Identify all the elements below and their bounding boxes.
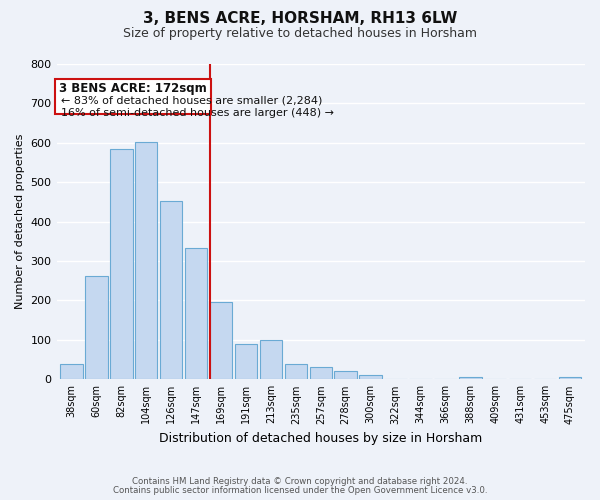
Text: ← 83% of detached houses are smaller (2,284): ← 83% of detached houses are smaller (2,…	[61, 96, 323, 106]
Bar	[235, 344, 257, 380]
Bar	[334, 372, 357, 380]
Bar	[110, 148, 133, 380]
Text: 3, BENS ACRE, HORSHAM, RH13 6LW: 3, BENS ACRE, HORSHAM, RH13 6LW	[143, 11, 457, 26]
Bar	[185, 248, 208, 380]
Bar	[459, 378, 482, 380]
Bar	[260, 340, 282, 380]
Y-axis label: Number of detached properties: Number of detached properties	[15, 134, 25, 310]
Text: 3 BENS ACRE: 172sqm: 3 BENS ACRE: 172sqm	[59, 82, 207, 95]
Text: Contains public sector information licensed under the Open Government Licence v3: Contains public sector information licen…	[113, 486, 487, 495]
Bar	[310, 366, 332, 380]
Bar	[359, 375, 382, 380]
Text: Contains HM Land Registry data © Crown copyright and database right 2024.: Contains HM Land Registry data © Crown c…	[132, 477, 468, 486]
Bar	[135, 142, 157, 380]
Bar	[210, 302, 232, 380]
Bar	[284, 364, 307, 380]
Bar	[60, 364, 83, 380]
Text: Size of property relative to detached houses in Horsham: Size of property relative to detached ho…	[123, 28, 477, 40]
Text: 16% of semi-detached houses are larger (448) →: 16% of semi-detached houses are larger (…	[61, 108, 334, 118]
Bar	[160, 201, 182, 380]
Bar	[559, 378, 581, 380]
Bar	[85, 276, 107, 380]
X-axis label: Distribution of detached houses by size in Horsham: Distribution of detached houses by size …	[159, 432, 482, 445]
